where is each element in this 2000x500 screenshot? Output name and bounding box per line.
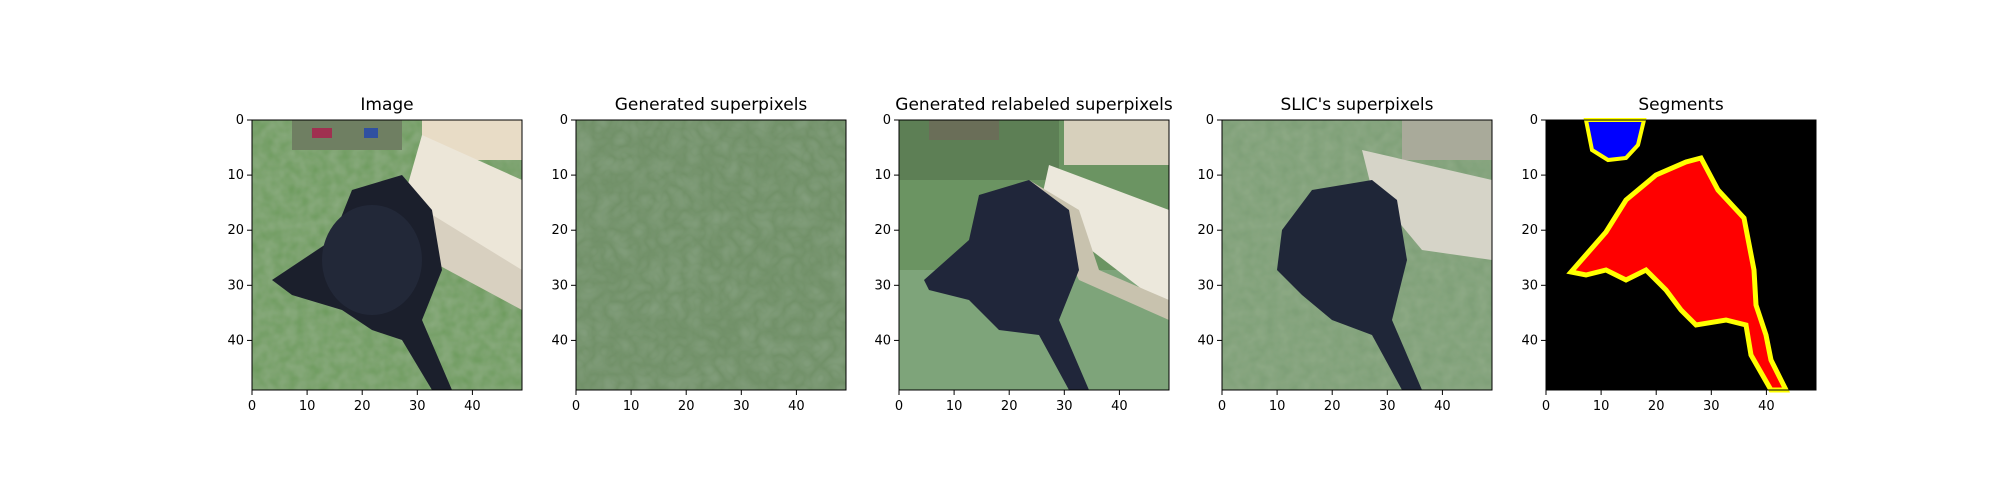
image-content — [576, 120, 846, 390]
x-tick-label: 0 — [1542, 399, 1550, 414]
panel-generated-superpixels — [575, 119, 847, 391]
y-tick-label: 20 — [1197, 223, 1214, 238]
image-content — [252, 120, 522, 390]
x-tick-label: 10 — [1269, 399, 1286, 414]
x-tick-label: 20 — [1648, 399, 1665, 414]
x-tick-label: 40 — [1758, 399, 1775, 414]
x-tick-label: 10 — [1593, 399, 1610, 414]
panel-slic-superpixels — [1221, 119, 1493, 391]
annotations: Image 0 10 20 30 40 0 10 20 30 40 Generated superpi… — [227, 95, 1774, 414]
panel-image — [251, 119, 523, 391]
x-tick-label: 0 — [895, 399, 903, 414]
y-tick-label: 40 — [551, 333, 568, 348]
axes-frame — [898, 119, 1170, 391]
y-tick-label: 10 — [1197, 168, 1214, 183]
x-tick-label: 30 — [1056, 399, 1073, 414]
y-tick-label: 10 — [874, 168, 891, 183]
x-tick-label: 20 — [354, 399, 371, 414]
y-tick-label: 10 — [551, 168, 568, 183]
panel-generated-relabeled-superpixels — [898, 119, 1170, 391]
y-tick-label: 30 — [1197, 278, 1214, 293]
image-content — [899, 120, 1169, 390]
x-tick-label: 30 — [1703, 399, 1720, 414]
y-tick-label: 30 — [1521, 278, 1538, 293]
y-tick-label: 10 — [1521, 168, 1538, 183]
x-tick-label: 20 — [1324, 399, 1341, 414]
y-tick-label: 20 — [227, 223, 244, 238]
y-tick-label: 40 — [1197, 333, 1214, 348]
y-tick-label: 0 — [560, 113, 568, 128]
x-tick-label: 30 — [409, 399, 426, 414]
y-tick-label: 30 — [551, 278, 568, 293]
y-tick-label: 20 — [874, 223, 891, 238]
panel-title: SLIC's superpixels — [1280, 95, 1433, 115]
y-tick-label: 0 — [883, 113, 891, 128]
panel-segments — [1545, 118, 1817, 393]
x-tick-label: 10 — [946, 399, 963, 414]
y-tick-label: 20 — [551, 223, 568, 238]
image-content — [1546, 118, 1816, 393]
x-tick-label: 0 — [572, 399, 580, 414]
axes-frame — [251, 119, 523, 391]
axes-frame — [575, 119, 847, 391]
x-tick-label: 10 — [299, 399, 316, 414]
y-tick-label: 0 — [1206, 113, 1214, 128]
image-content — [1222, 120, 1492, 390]
x-tick-label: 30 — [1379, 399, 1396, 414]
y-tick-label: 0 — [236, 113, 244, 128]
x-tick-label: 30 — [733, 399, 750, 414]
x-tick-label: 20 — [1001, 399, 1018, 414]
panel-title: Segments — [1638, 95, 1724, 115]
y-tick-label: 20 — [1521, 223, 1538, 238]
x-tick-label: 10 — [623, 399, 640, 414]
x-tick-label: 40 — [1434, 399, 1451, 414]
y-tick-label: 30 — [227, 278, 244, 293]
y-tick-label: 40 — [1521, 333, 1538, 348]
x-tick-label: 40 — [464, 399, 481, 414]
y-tick-label: 10 — [227, 168, 244, 183]
axes-frame — [1221, 119, 1493, 391]
panel-title: Generated superpixels — [615, 95, 808, 115]
y-tick-label: 40 — [227, 333, 244, 348]
y-tick-label: 30 — [874, 278, 891, 293]
x-tick-label: 40 — [1111, 399, 1128, 414]
y-tick-label: 40 — [874, 333, 891, 348]
x-tick-label: 40 — [788, 399, 805, 414]
x-tick-label: 0 — [248, 399, 256, 414]
x-tick-label: 20 — [678, 399, 695, 414]
panel-title: Image — [360, 95, 413, 115]
panel-title: Generated relabeled superpixels — [895, 95, 1173, 115]
axes-frame — [1545, 119, 1817, 391]
y-tick-label: 0 — [1530, 113, 1538, 128]
x-tick-label: 0 — [1218, 399, 1226, 414]
